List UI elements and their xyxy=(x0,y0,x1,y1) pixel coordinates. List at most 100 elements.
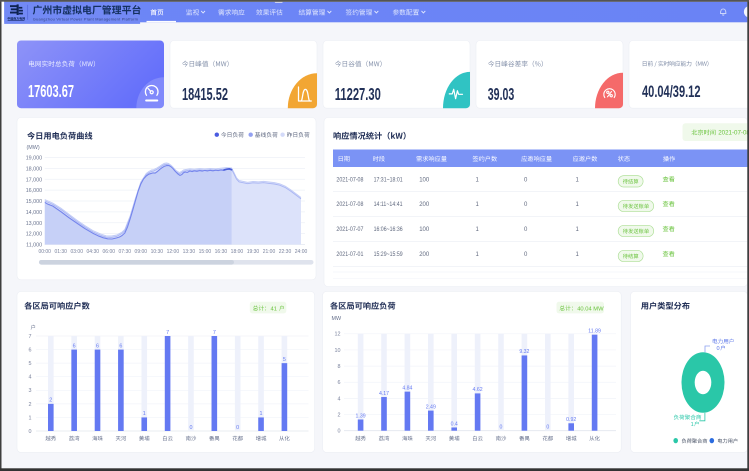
svg-text:16:30: 16:30 xyxy=(215,249,228,255)
svg-text:15,000: 15,000 xyxy=(26,199,43,205)
svg-text:17,000: 17,000 xyxy=(26,177,43,183)
svg-text:17:31~18:01: 17:31~18:01 xyxy=(374,177,404,183)
svg-text:07:30: 07:30 xyxy=(119,249,132,255)
svg-text:18415.52: 18415.52 xyxy=(182,84,228,104)
svg-text:11,000: 11,000 xyxy=(26,243,42,249)
svg-text:9.32: 9.32 xyxy=(519,349,529,355)
svg-text:0: 0 xyxy=(546,425,549,431)
svg-text:0: 0 xyxy=(717,346,720,352)
svg-text:4: 4 xyxy=(338,396,341,402)
svg-text:19:30: 19:30 xyxy=(247,249,260,255)
svg-text:0: 0 xyxy=(29,429,32,435)
svg-text:6: 6 xyxy=(73,343,76,349)
svg-text:21:00: 21:00 xyxy=(263,249,276,255)
svg-text:1: 1 xyxy=(576,252,580,258)
svg-text:06:00: 06:00 xyxy=(103,249,116,255)
svg-text:14:11~14:41: 14:11~14:41 xyxy=(374,202,404,208)
svg-text:1: 1 xyxy=(143,411,146,417)
svg-text:200: 200 xyxy=(419,252,430,258)
svg-text:4.84: 4.84 xyxy=(402,385,412,391)
svg-text:19,000: 19,000 xyxy=(26,156,43,162)
svg-text:3: 3 xyxy=(29,388,32,394)
svg-text:10:30: 10:30 xyxy=(151,249,164,255)
svg-text:2: 2 xyxy=(29,402,32,408)
svg-text:39.03: 39.03 xyxy=(488,84,515,104)
svg-text:5: 5 xyxy=(283,357,286,363)
svg-text:1: 1 xyxy=(476,202,480,208)
svg-text:40.04 MW: 40.04 MW xyxy=(577,306,604,312)
svg-text:22:30: 22:30 xyxy=(279,249,292,255)
svg-text:41: 41 xyxy=(271,306,277,312)
svg-text:09:00: 09:00 xyxy=(135,249,148,255)
svg-text:11.89: 11.89 xyxy=(588,328,601,334)
svg-text:200: 200 xyxy=(419,202,430,208)
svg-text:6: 6 xyxy=(338,380,341,386)
svg-text:18,000: 18,000 xyxy=(26,166,43,172)
svg-text:0: 0 xyxy=(524,177,528,183)
svg-text:2021-07-08: 2021-07-08 xyxy=(336,177,364,183)
svg-text:15:00: 15:00 xyxy=(199,249,212,255)
svg-text:0: 0 xyxy=(236,425,239,431)
svg-text:6: 6 xyxy=(29,347,32,353)
svg-text:03:00: 03:00 xyxy=(70,249,83,255)
svg-text:100: 100 xyxy=(419,227,430,233)
svg-text:16,000: 16,000 xyxy=(26,188,43,194)
svg-text:1: 1 xyxy=(29,415,32,421)
svg-text:1: 1 xyxy=(576,202,580,208)
svg-text:2021-07-01: 2021-07-01 xyxy=(336,252,364,258)
svg-text:04:30: 04:30 xyxy=(87,249,100,255)
svg-text:7: 7 xyxy=(29,334,32,340)
svg-text:2: 2 xyxy=(338,412,341,418)
svg-text:0: 0 xyxy=(524,202,528,208)
svg-text:1: 1 xyxy=(476,252,480,258)
svg-text:0: 0 xyxy=(189,425,192,431)
svg-text:1: 1 xyxy=(476,177,480,183)
svg-text:18:00: 18:00 xyxy=(231,249,244,255)
svg-text:24:00: 24:00 xyxy=(295,249,308,255)
svg-text:01:30: 01:30 xyxy=(54,249,67,255)
svg-text:4.62: 4.62 xyxy=(473,387,483,393)
svg-text:5: 5 xyxy=(29,361,32,367)
svg-text:16:06~16:36: 16:06~16:36 xyxy=(374,227,404,233)
svg-text:100: 100 xyxy=(419,177,430,183)
svg-text:0: 0 xyxy=(338,429,341,435)
svg-text:2021-07-08: 2021-07-08 xyxy=(336,202,364,208)
svg-text:15:29~15:59: 15:29~15:59 xyxy=(374,252,404,258)
svg-text:2021-07-08 18:: 2021-07-08 18: xyxy=(718,130,749,137)
svg-text:2021-07-07: 2021-07-07 xyxy=(336,227,364,233)
svg-text:1: 1 xyxy=(576,227,580,233)
svg-text:7: 7 xyxy=(166,330,169,336)
svg-text:13,000: 13,000 xyxy=(26,221,43,227)
svg-text:12,000: 12,000 xyxy=(26,232,43,238)
svg-text:1.39: 1.39 xyxy=(356,413,366,419)
svg-text:4: 4 xyxy=(29,375,32,381)
svg-text:6: 6 xyxy=(119,343,122,349)
svg-text:12:00: 12:00 xyxy=(167,249,180,255)
svg-text:8: 8 xyxy=(338,364,341,370)
svg-text:4.17: 4.17 xyxy=(379,391,389,397)
svg-text:0.92: 0.92 xyxy=(566,417,576,423)
svg-text:40.04/39.12: 40.04/39.12 xyxy=(642,82,701,101)
svg-text:0.4: 0.4 xyxy=(451,421,458,427)
svg-text:7: 7 xyxy=(213,330,216,336)
svg-text:0: 0 xyxy=(524,252,528,258)
svg-text:(MW): (MW) xyxy=(27,145,40,151)
svg-text:MW: MW xyxy=(332,316,342,322)
svg-text:Guangzhou Virtual Power Plant: Guangzhou Virtual Power Plant Management… xyxy=(33,17,138,22)
svg-text:1: 1 xyxy=(476,227,480,233)
svg-text:13:30: 13:30 xyxy=(183,249,196,255)
svg-text:6: 6 xyxy=(96,343,99,349)
svg-text:0: 0 xyxy=(524,227,528,233)
svg-text:2.49: 2.49 xyxy=(426,404,436,410)
svg-text:12: 12 xyxy=(335,332,341,338)
svg-text:00:00: 00:00 xyxy=(38,249,51,255)
svg-text:1: 1 xyxy=(260,411,263,417)
svg-text:0: 0 xyxy=(500,425,503,431)
svg-text:1: 1 xyxy=(576,177,580,183)
svg-text:10: 10 xyxy=(335,348,341,354)
svg-text:14,000: 14,000 xyxy=(26,210,43,216)
svg-text:11227.30: 11227.30 xyxy=(335,84,381,104)
svg-text:2: 2 xyxy=(49,398,52,404)
svg-text:1: 1 xyxy=(691,422,694,428)
svg-text:17603.67: 17603.67 xyxy=(28,81,74,101)
